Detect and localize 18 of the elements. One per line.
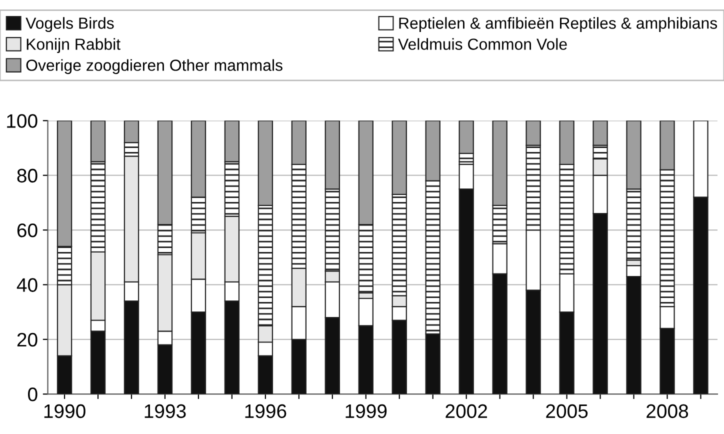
legend-label: Overige zoogdieren Other mammals: [26, 59, 282, 74]
y-tick-label: 40: [16, 278, 38, 292]
x-tick-label: 2008: [646, 404, 688, 418]
x-tick-label: 1999: [346, 404, 387, 418]
legend-label: Konijn Rabbit: [26, 38, 120, 54]
x-tick-label: 2002: [446, 404, 487, 418]
y-tick-label: 60: [17, 223, 38, 238]
legend-label: Reptielen & amfibieën Reptiles & amphibians: [399, 17, 718, 32]
x-tick-label: 1996: [245, 404, 286, 418]
legend-label: Veldmuis Common Vole: [398, 38, 567, 50]
y-tick-label: 100: [7, 114, 38, 128]
x-tick-label: 1993: [144, 404, 186, 418]
legend-label: Vogels Birds: [26, 17, 114, 32]
x-tick-label: 1990: [44, 404, 86, 418]
x-tick-label: 2005: [546, 404, 588, 418]
y-tick-label: 0: [28, 388, 38, 402]
y-tick-label: 20: [17, 332, 38, 347]
y-tick-label: 80: [17, 168, 38, 183]
